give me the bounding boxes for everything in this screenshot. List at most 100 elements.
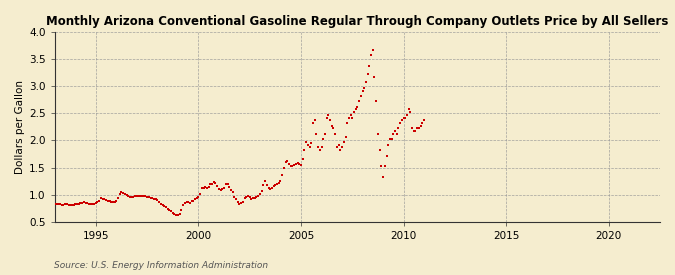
- Point: [205, 182, 216, 186]
- Point: [360, 80, 371, 85]
- Point: [265, 187, 275, 191]
- Point: [96, 196, 107, 200]
- Point: [407, 126, 418, 131]
- Point: [107, 199, 118, 204]
- Point: [290, 162, 301, 166]
- Point: [70, 202, 81, 207]
- Point: [330, 132, 341, 136]
- Point: [376, 164, 387, 169]
- Point: [403, 107, 414, 112]
- Point: [186, 199, 197, 203]
- Point: [294, 161, 304, 166]
- Point: [253, 194, 264, 198]
- Point: [68, 203, 79, 207]
- Point: [292, 160, 303, 165]
- Point: [80, 200, 91, 205]
- Point: [116, 190, 127, 194]
- Point: [220, 182, 231, 186]
- Point: [238, 199, 248, 204]
- Point: [398, 116, 409, 120]
- Point: [400, 116, 410, 120]
- Point: [51, 202, 62, 207]
- Point: [373, 132, 383, 136]
- Point: [122, 192, 132, 197]
- Point: [306, 140, 317, 145]
- Point: [151, 197, 161, 202]
- Point: [357, 88, 368, 93]
- Point: [270, 183, 281, 187]
- Point: [248, 196, 259, 200]
- Point: [157, 203, 168, 208]
- Point: [280, 160, 291, 164]
- Point: [113, 196, 124, 200]
- Point: [321, 116, 332, 120]
- Point: [65, 203, 76, 208]
- Point: [164, 208, 175, 213]
- Point: [55, 202, 65, 206]
- Point: [99, 197, 110, 202]
- Point: [232, 200, 243, 204]
- Point: [241, 195, 252, 200]
- Point: [246, 197, 256, 201]
- Point: [309, 118, 320, 123]
- Point: [243, 194, 254, 199]
- Point: [273, 180, 284, 185]
- Point: [53, 202, 63, 207]
- Point: [388, 132, 399, 136]
- Point: [115, 192, 126, 196]
- Point: [87, 202, 98, 206]
- Point: [279, 165, 290, 170]
- Point: [166, 209, 177, 214]
- Point: [94, 198, 105, 203]
- Point: [234, 202, 245, 206]
- Point: [356, 94, 367, 98]
- Point: [227, 190, 238, 195]
- Point: [188, 199, 198, 203]
- Point: [59, 202, 70, 207]
- Point: [261, 183, 272, 187]
- Point: [260, 178, 271, 183]
- Point: [415, 123, 426, 128]
- Point: [379, 164, 390, 169]
- Point: [104, 199, 115, 203]
- Point: [250, 196, 261, 200]
- Point: [78, 200, 89, 204]
- Point: [277, 172, 288, 177]
- Point: [392, 132, 402, 136]
- Point: [109, 199, 120, 204]
- Point: [338, 140, 349, 144]
- Point: [147, 196, 158, 200]
- Point: [152, 198, 163, 202]
- Point: [171, 213, 182, 217]
- Point: [296, 163, 306, 167]
- Point: [289, 163, 300, 167]
- Point: [342, 121, 352, 125]
- Point: [174, 211, 185, 216]
- Title: Monthly Arizona Conventional Gasoline Regular Through Company Outlets Price by A: Monthly Arizona Conventional Gasoline Re…: [46, 15, 669, 28]
- Point: [377, 175, 388, 180]
- Point: [410, 129, 421, 133]
- Point: [236, 200, 246, 205]
- Point: [119, 192, 130, 196]
- Point: [192, 196, 202, 200]
- Point: [66, 203, 77, 207]
- Text: Source: U.S. Energy Information Administration: Source: U.S. Energy Information Administ…: [54, 260, 268, 270]
- Point: [381, 153, 392, 158]
- Point: [215, 188, 226, 192]
- Point: [217, 187, 228, 191]
- Point: [142, 195, 153, 199]
- Point: [103, 198, 113, 203]
- Point: [180, 200, 190, 205]
- Point: [194, 191, 205, 196]
- Point: [167, 210, 178, 215]
- Point: [85, 202, 96, 206]
- Y-axis label: Dollars per Gallon: Dollars per Gallon: [15, 80, 25, 174]
- Point: [90, 201, 101, 205]
- Point: [418, 118, 429, 123]
- Point: [256, 189, 267, 193]
- Point: [56, 203, 67, 208]
- Point: [354, 99, 364, 104]
- Point: [136, 194, 147, 199]
- Point: [155, 202, 166, 207]
- Point: [190, 197, 200, 202]
